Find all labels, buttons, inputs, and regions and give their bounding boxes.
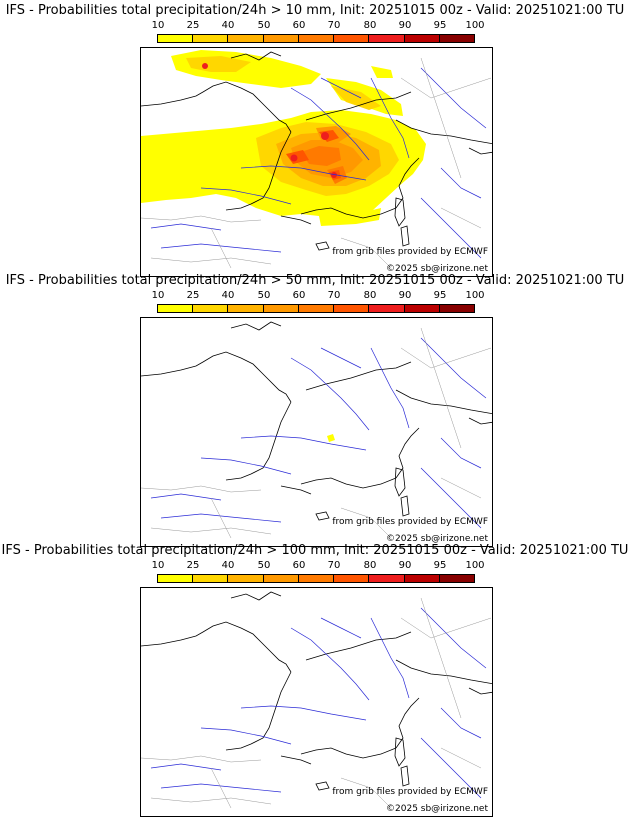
colorbar-tick: 70: [327, 290, 341, 301]
copyright-credit: ©2025 sb@irizone.net: [386, 804, 488, 814]
colorbar-tick: 95: [433, 290, 447, 301]
colorbar-tick: 25: [186, 290, 200, 301]
panel-title: IFS - Probabilities total precipitation/…: [5, 273, 625, 288]
colorbar-tick: 60: [292, 20, 306, 31]
colorbar-tick: 100: [465, 560, 485, 571]
colorbar-tick: 100: [465, 20, 485, 31]
colorbar-swatch: [228, 575, 264, 582]
colorbar-tick: 90: [398, 20, 412, 31]
colorbar-swatch: [404, 35, 440, 42]
colorbar-swatch: [158, 305, 194, 312]
panel-title: IFS - Probabilities total precipitation/…: [1, 543, 629, 558]
coastlines: [141, 591, 492, 791]
colorbar-swatch: [263, 575, 299, 582]
precip-shading: [327, 434, 335, 442]
colorbar-labels: 10 25 40 50 60 70 80 90 95 100: [140, 20, 485, 31]
colorbar-tick: 70: [327, 560, 341, 571]
colorbar-swatch: [298, 575, 335, 582]
rivers: [150, 67, 487, 259]
map-svg: [141, 50, 492, 269]
copyright-credit: ©2025 sb@irizone.net: [386, 264, 488, 274]
panel-100mm: IFS - Probabilities total precipitation/…: [0, 540, 630, 817]
coastlines: [141, 51, 492, 251]
colorbar-swatch: [193, 35, 229, 42]
colorbar-swatch: [193, 305, 229, 312]
colorbar-swatch: [298, 305, 335, 312]
rivers: [150, 607, 487, 799]
source-credit: from grib files provided by ECMWF: [332, 787, 488, 797]
colorbar-tick: 80: [363, 20, 377, 31]
colorbar-tick: 60: [292, 290, 306, 301]
colorbar-tick: 10: [151, 20, 165, 31]
colorbar-tick: 25: [186, 560, 200, 571]
colorbar: [157, 304, 475, 313]
admin-boundaries: [141, 57, 492, 269]
source-credit: from grib files provided by ECMWF: [332, 247, 488, 257]
colorbar-tick: 10: [151, 560, 165, 571]
panel-50mm: IFS - Probabilities total precipitation/…: [0, 270, 630, 547]
colorbar-tick: 50: [257, 290, 271, 301]
colorbar-swatch: [404, 305, 440, 312]
colorbar-swatch: [369, 35, 405, 42]
colorbar-swatch: [263, 35, 299, 42]
map-frame: from grib files provided by ECMWF ©2025 …: [140, 317, 493, 547]
colorbar-swatch: [404, 575, 440, 582]
panel-10mm: IFS - Probabilities total precipitation/…: [0, 0, 630, 277]
colorbar-swatch: [439, 35, 474, 42]
colorbar-swatch: [158, 575, 194, 582]
colorbar-swatch: [439, 575, 474, 582]
colorbar-swatch: [193, 575, 229, 582]
colorbar-swatch: [439, 305, 474, 312]
colorbar-tick: 40: [221, 290, 235, 301]
colorbar-swatch: [263, 305, 299, 312]
precip-shading: [141, 50, 426, 226]
colorbar-tick: 90: [398, 290, 412, 301]
admin-boundaries: [141, 327, 492, 539]
map-frame: from grib files provided by ECMWF ©2025 …: [140, 587, 493, 817]
coastlines: [141, 321, 492, 521]
map-frame: from grib files provided by ECMWF ©2025 …: [140, 47, 493, 277]
colorbar-tick: 25: [186, 20, 200, 31]
colorbar-tick: 95: [433, 20, 447, 31]
colorbar-tick: 50: [257, 560, 271, 571]
colorbar-tick: 50: [257, 20, 271, 31]
colorbar-labels: 10 25 40 50 60 70 80 90 95 100: [140, 560, 485, 571]
colorbar-tick: 95: [433, 560, 447, 571]
rivers: [150, 337, 487, 529]
colorbar-tick: 40: [221, 560, 235, 571]
colorbar-swatch: [158, 35, 194, 42]
map-svg: [141, 591, 492, 809]
panel-title: IFS - Probabilities total precipitation/…: [5, 3, 625, 18]
map-svg: [141, 321, 492, 539]
colorbar-labels: 10 25 40 50 60 70 80 90 95 100: [140, 290, 485, 301]
colorbar: [157, 574, 475, 583]
colorbar-swatch: [334, 575, 370, 582]
colorbar: [157, 34, 475, 43]
colorbar-tick: 70: [327, 20, 341, 31]
colorbar-tick: 80: [363, 560, 377, 571]
colorbar-swatch: [298, 35, 335, 42]
colorbar-tick: 10: [151, 290, 165, 301]
colorbar-swatch: [334, 305, 370, 312]
colorbar-swatch: [228, 35, 264, 42]
colorbar-swatch: [334, 35, 370, 42]
admin-boundaries: [141, 597, 492, 809]
copyright-credit: ©2025 sb@irizone.net: [386, 534, 488, 544]
colorbar-swatch: [228, 305, 264, 312]
colorbar-tick: 100: [465, 290, 485, 301]
colorbar-tick: 80: [363, 290, 377, 301]
colorbar-tick: 60: [292, 560, 306, 571]
colorbar-swatch: [369, 575, 405, 582]
colorbar-swatch: [369, 305, 405, 312]
source-credit: from grib files provided by ECMWF: [332, 517, 488, 527]
colorbar-tick: 40: [221, 20, 235, 31]
colorbar-tick: 90: [398, 560, 412, 571]
